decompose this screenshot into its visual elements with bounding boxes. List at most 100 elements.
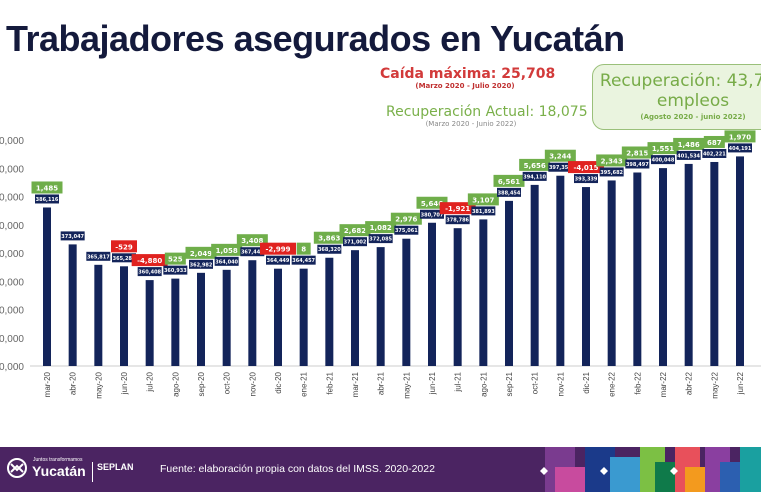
value-label: 380,707 <box>421 212 444 218</box>
value-label-box <box>317 244 342 254</box>
x-tick-label: nov-20 <box>248 371 257 396</box>
value-label: 364,457 <box>292 258 315 264</box>
change-label-box <box>493 174 525 187</box>
bar <box>325 257 334 366</box>
x-tick-label: abr-22 <box>685 371 694 395</box>
change-label: 8 <box>301 246 306 254</box>
change-label: 1,058 <box>216 247 238 255</box>
value-label: 395,682 <box>600 170 623 176</box>
bar <box>299 268 308 366</box>
x-tick-label: ene-21 <box>300 371 309 396</box>
change-label: 6,561 <box>498 178 520 186</box>
value-label: 360,408 <box>138 270 161 276</box>
bar <box>530 184 539 366</box>
change-label-box <box>185 246 217 259</box>
x-tick-label: mar-20 <box>43 371 52 397</box>
change-label-box <box>260 242 296 255</box>
value-label-box <box>214 256 239 266</box>
bar <box>171 278 180 366</box>
recovery-period: (Agosto 2020 - junio 2022) <box>640 113 746 121</box>
source-note: Fuente: elaboración propia con datos del… <box>160 463 435 475</box>
recovery-label: Recuperación: 43,783 <box>599 71 761 91</box>
x-tick-label: oct-20 <box>223 371 232 394</box>
value-label-box <box>368 234 393 244</box>
change-label: 3,107 <box>472 196 494 204</box>
x-tick-label: sep-21 <box>505 371 514 396</box>
x-tick-label: jun-20 <box>120 371 129 395</box>
change-label: 3,408 <box>241 237 263 245</box>
value-label-box <box>291 255 316 265</box>
decorative-pattern <box>540 447 761 492</box>
bar <box>736 156 744 366</box>
x-tick-label: jun-22 <box>736 371 745 395</box>
change-label: 3,863 <box>318 235 340 243</box>
value-label: 397,354 <box>549 165 572 171</box>
value-label: 364,449 <box>267 258 290 264</box>
bar <box>145 280 154 366</box>
bar <box>402 238 411 366</box>
current-recovery-label: Recuperación Actual: 18,075 <box>386 104 588 120</box>
change-label-box <box>131 254 168 267</box>
value-label-box <box>702 148 727 158</box>
value-label: 388,454 <box>498 190 521 196</box>
y-tick-label: 340,000 <box>0 334 24 345</box>
y-tick-label: 400,000 <box>0 164 24 175</box>
value-label-box <box>420 209 444 219</box>
change-label: 2,682 <box>344 227 366 235</box>
bar <box>453 228 462 366</box>
change-label-box <box>339 224 371 237</box>
x-tick-label: jun-21 <box>428 371 437 395</box>
value-label-box <box>497 187 521 197</box>
value-label: 375,061 <box>395 228 418 234</box>
value-label: 365,288 <box>113 256 136 262</box>
change-label-box <box>439 202 476 215</box>
value-label-box <box>137 267 162 277</box>
change-label-box <box>703 135 725 148</box>
value-label-box <box>394 225 419 235</box>
seplan-logo: SEPLAN <box>92 462 134 482</box>
value-label-box <box>163 265 188 275</box>
change-label-box <box>519 158 551 171</box>
y-tick-label: 370,000 <box>0 249 24 260</box>
value-label: 368,320 <box>318 247 341 253</box>
x-tick-label: jul-21 <box>454 371 463 392</box>
value-label: 373,047 <box>61 234 84 240</box>
value-label: 364,040 <box>215 259 238 265</box>
x-tick-label: feb-22 <box>633 371 642 394</box>
value-label: 393,339 <box>575 177 598 183</box>
value-label-box <box>548 162 573 172</box>
change-label: -529 <box>115 243 133 251</box>
change-label: 5,646 <box>421 200 443 208</box>
value-label: 394,110 <box>523 174 546 180</box>
value-label-box <box>471 206 496 216</box>
x-tick-label: sep-20 <box>197 371 206 396</box>
bar <box>505 200 513 366</box>
value-label-box <box>112 253 136 263</box>
bar <box>94 264 103 366</box>
recovery-box: Recuperación: 43,783 empleos (Agosto 202… <box>592 64 761 130</box>
logo-text: Yucatán <box>32 463 86 479</box>
x-tick-label: may-20 <box>94 371 103 398</box>
bar <box>479 219 488 366</box>
x-tick-label: may-22 <box>710 371 719 398</box>
value-label-box <box>189 259 213 269</box>
value-label: 372,085 <box>369 237 392 243</box>
change-label: 2,976 <box>395 216 417 224</box>
change-label-box <box>568 161 604 174</box>
y-tick-label: 380,000 <box>0 221 24 232</box>
bar <box>684 163 693 366</box>
bar <box>710 161 719 366</box>
y-tick-label: 350,000 <box>0 306 24 317</box>
x-tick-label: abr-21 <box>377 371 386 395</box>
recovery-label-2: empleos <box>656 91 730 111</box>
change-label-box <box>164 252 186 265</box>
value-label-box <box>522 171 547 181</box>
change-label: 525 <box>168 256 183 264</box>
value-label-box <box>343 237 367 247</box>
chart-title: Trabajadores asegurados en Yucatán <box>6 18 625 59</box>
value-label-box <box>574 174 598 184</box>
x-tick-label: feb-21 <box>325 371 334 394</box>
value-label: 386,116 <box>36 197 59 203</box>
change-label-box <box>647 142 679 155</box>
change-label: 3,244 <box>549 153 571 161</box>
